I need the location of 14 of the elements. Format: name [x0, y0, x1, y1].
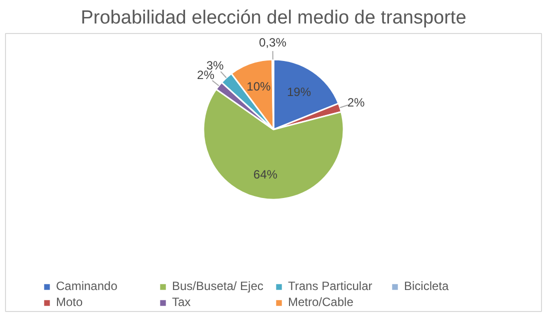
data-label: 2%: [197, 68, 215, 82]
legend-label: Metro/Cable: [288, 295, 354, 309]
data-label: 10%: [246, 79, 271, 94]
legend-label: Bus/Buseta/ Ejec: [172, 279, 264, 293]
legend-label: Caminando: [56, 279, 118, 293]
legend-label: Moto: [56, 295, 84, 309]
data-label: 2%: [347, 95, 365, 110]
legend-label: Tax: [172, 295, 192, 309]
data-label: 19%: [287, 84, 312, 99]
data-label: 0,3%: [259, 36, 287, 50]
data-label: 64%: [253, 167, 278, 182]
legend-label: Bicicleta: [404, 279, 450, 293]
legend-label: Trans Particular: [288, 279, 374, 293]
chart-title: Probabilidad elección del medio de transporte: [80, 8, 466, 28]
